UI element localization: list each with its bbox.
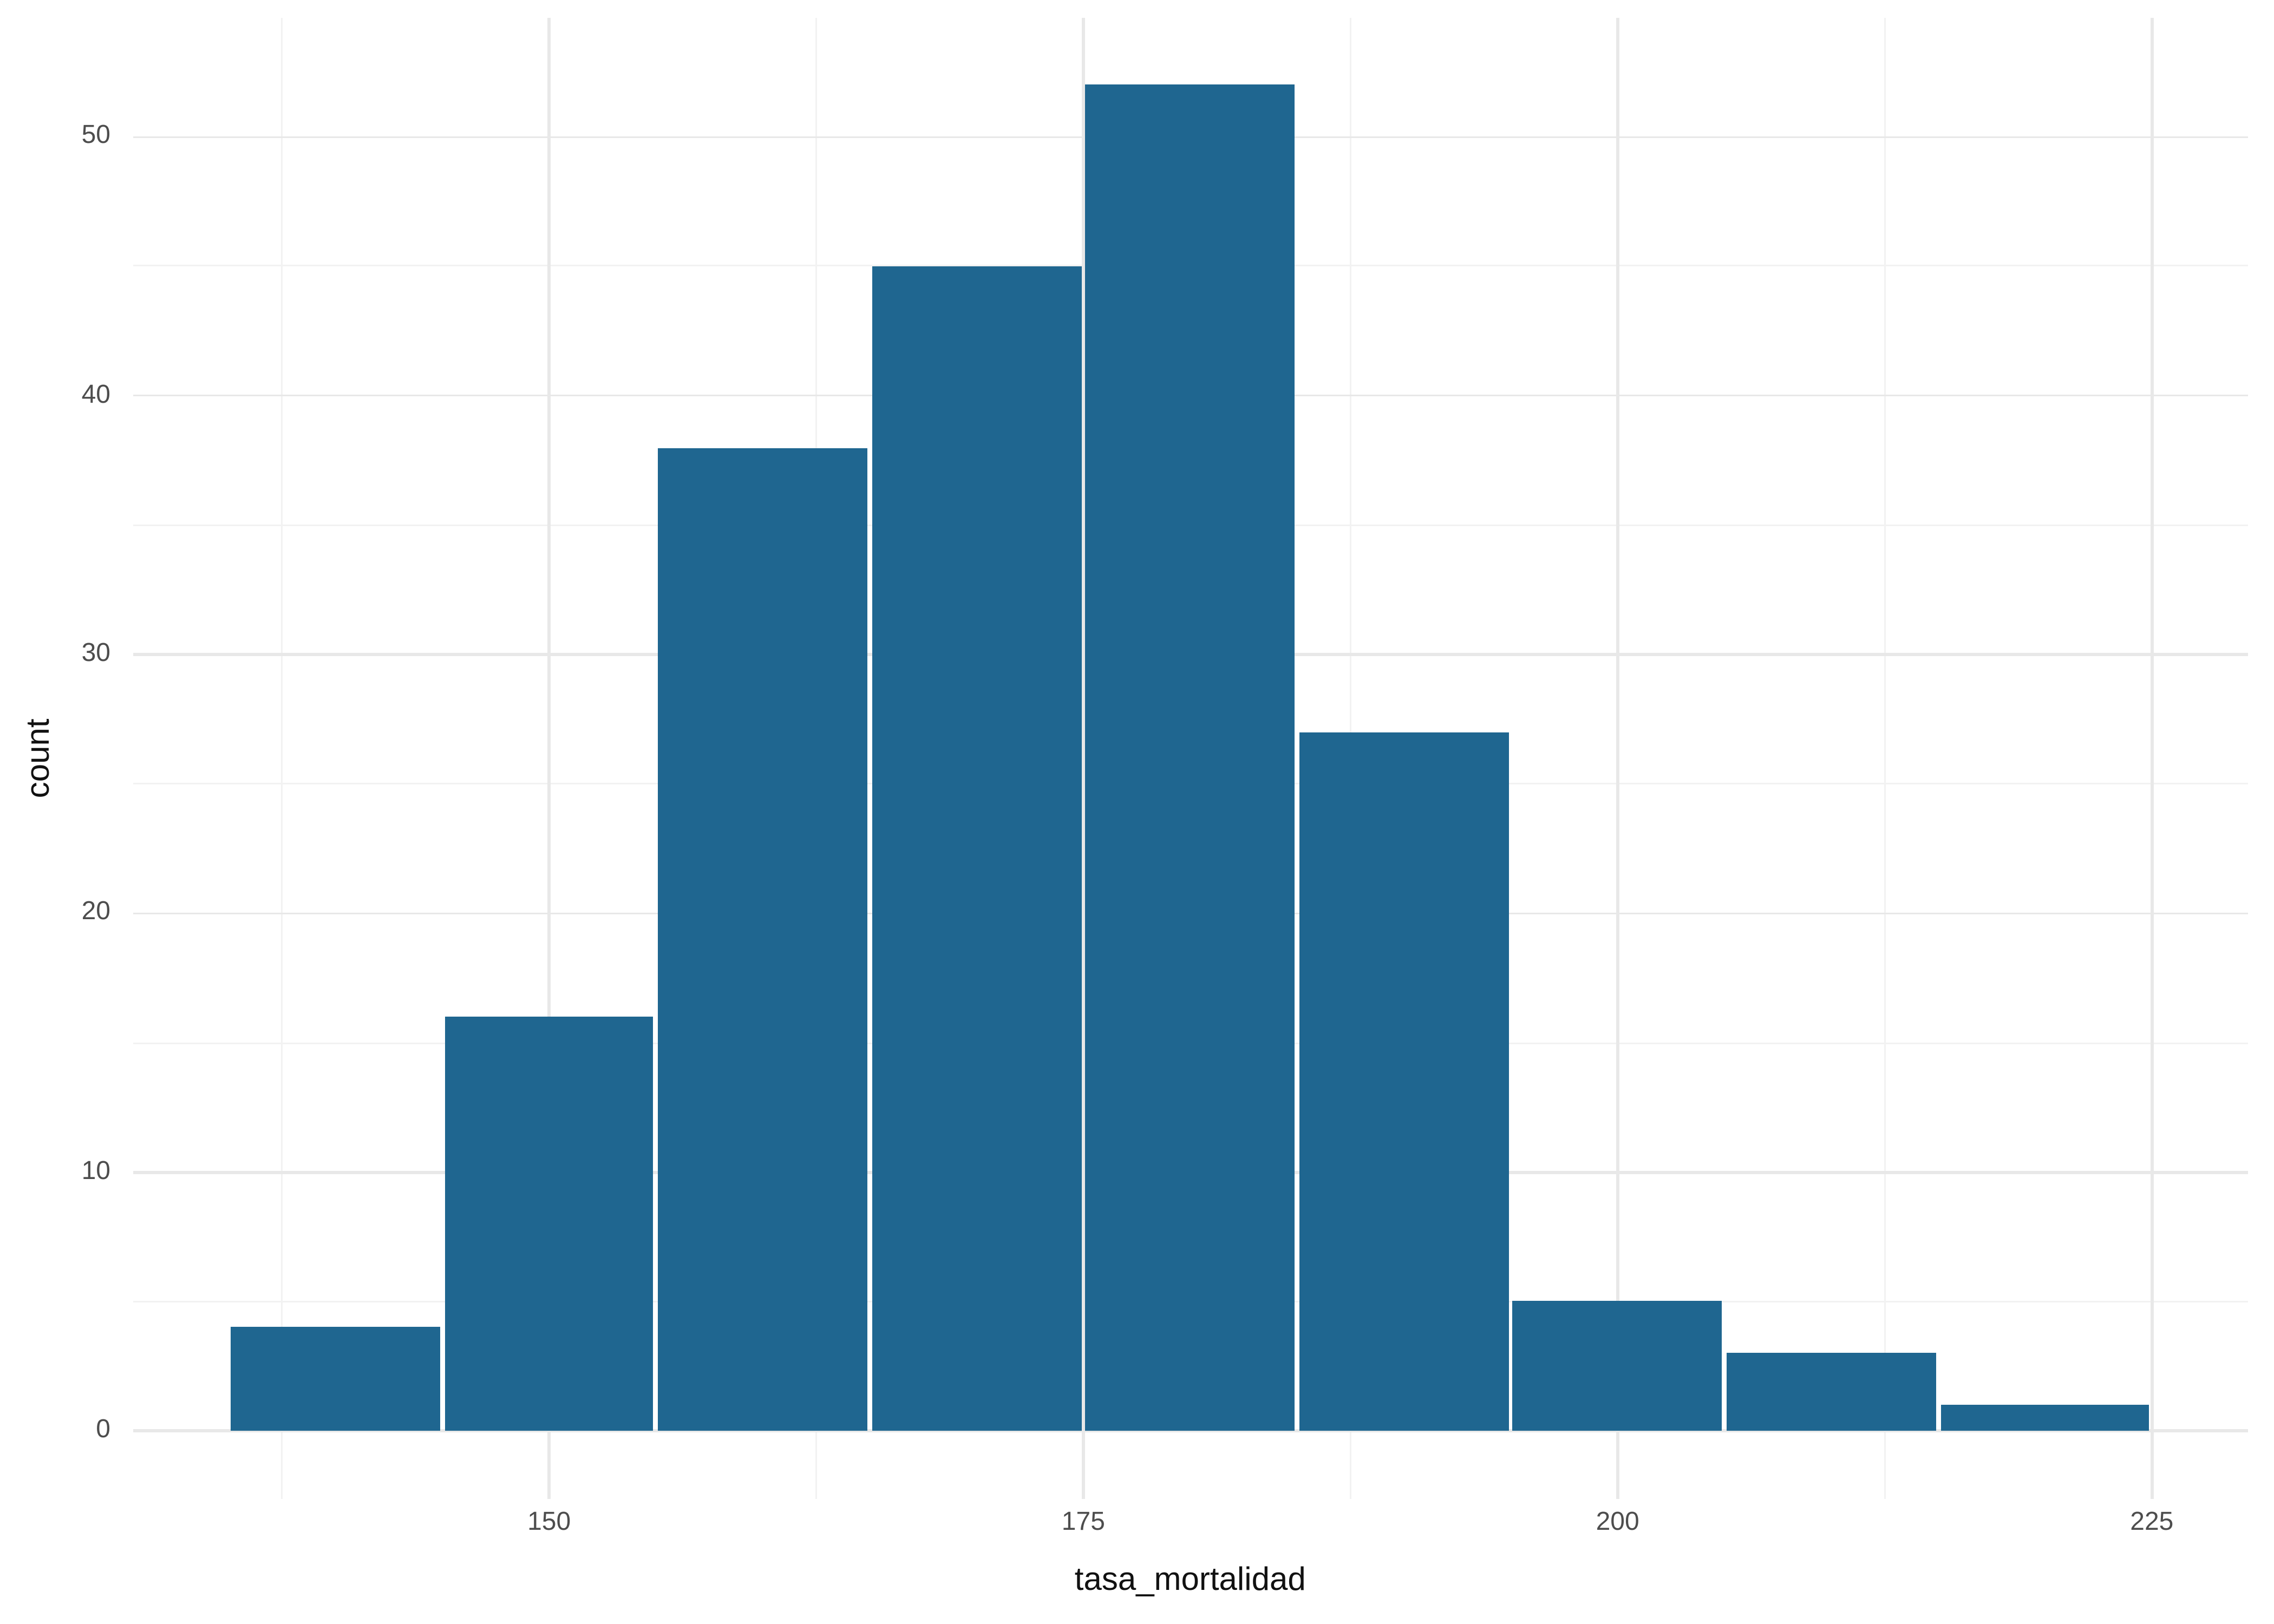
histogram-bar	[1727, 1353, 1936, 1431]
gridline-x-minor	[1884, 18, 1886, 1498]
histogram-bar	[231, 1327, 440, 1431]
gridline-x-minor	[281, 18, 283, 1498]
histogram-bar	[444, 1017, 654, 1431]
y-tick-label: 30	[81, 640, 110, 667]
gridline-x-major	[547, 18, 551, 1498]
x-tick-label: 175	[1061, 1508, 1105, 1536]
histogram-bar	[872, 266, 1081, 1431]
x-tick-label: 150	[527, 1508, 571, 1536]
x-tick-label: 225	[2130, 1508, 2174, 1536]
histogram-bar	[658, 447, 867, 1431]
x-tick-label: 200	[1596, 1508, 1639, 1536]
y-tick-label: 20	[81, 899, 110, 927]
y-tick-label: 0	[96, 1416, 110, 1444]
histogram-bar	[1940, 1405, 2150, 1431]
x-axis-title: tasa_mortalidad	[1074, 1562, 1306, 1598]
y-tick-label: 40	[81, 381, 110, 409]
gridline-x-major	[2150, 18, 2153, 1498]
plot-panel	[132, 18, 2248, 1498]
gridline-y-major	[132, 1429, 2248, 1432]
y-axis-title: count	[21, 718, 57, 798]
histogram-bar	[1086, 85, 1295, 1431]
histogram-bar	[1299, 732, 1509, 1431]
gridline-x-major	[1616, 18, 1619, 1498]
y-tick-label: 50	[81, 122, 110, 150]
gridline-x-major	[1082, 18, 1085, 1498]
y-tick-label: 10	[81, 1157, 110, 1186]
histogram-bar	[1513, 1301, 1722, 1431]
